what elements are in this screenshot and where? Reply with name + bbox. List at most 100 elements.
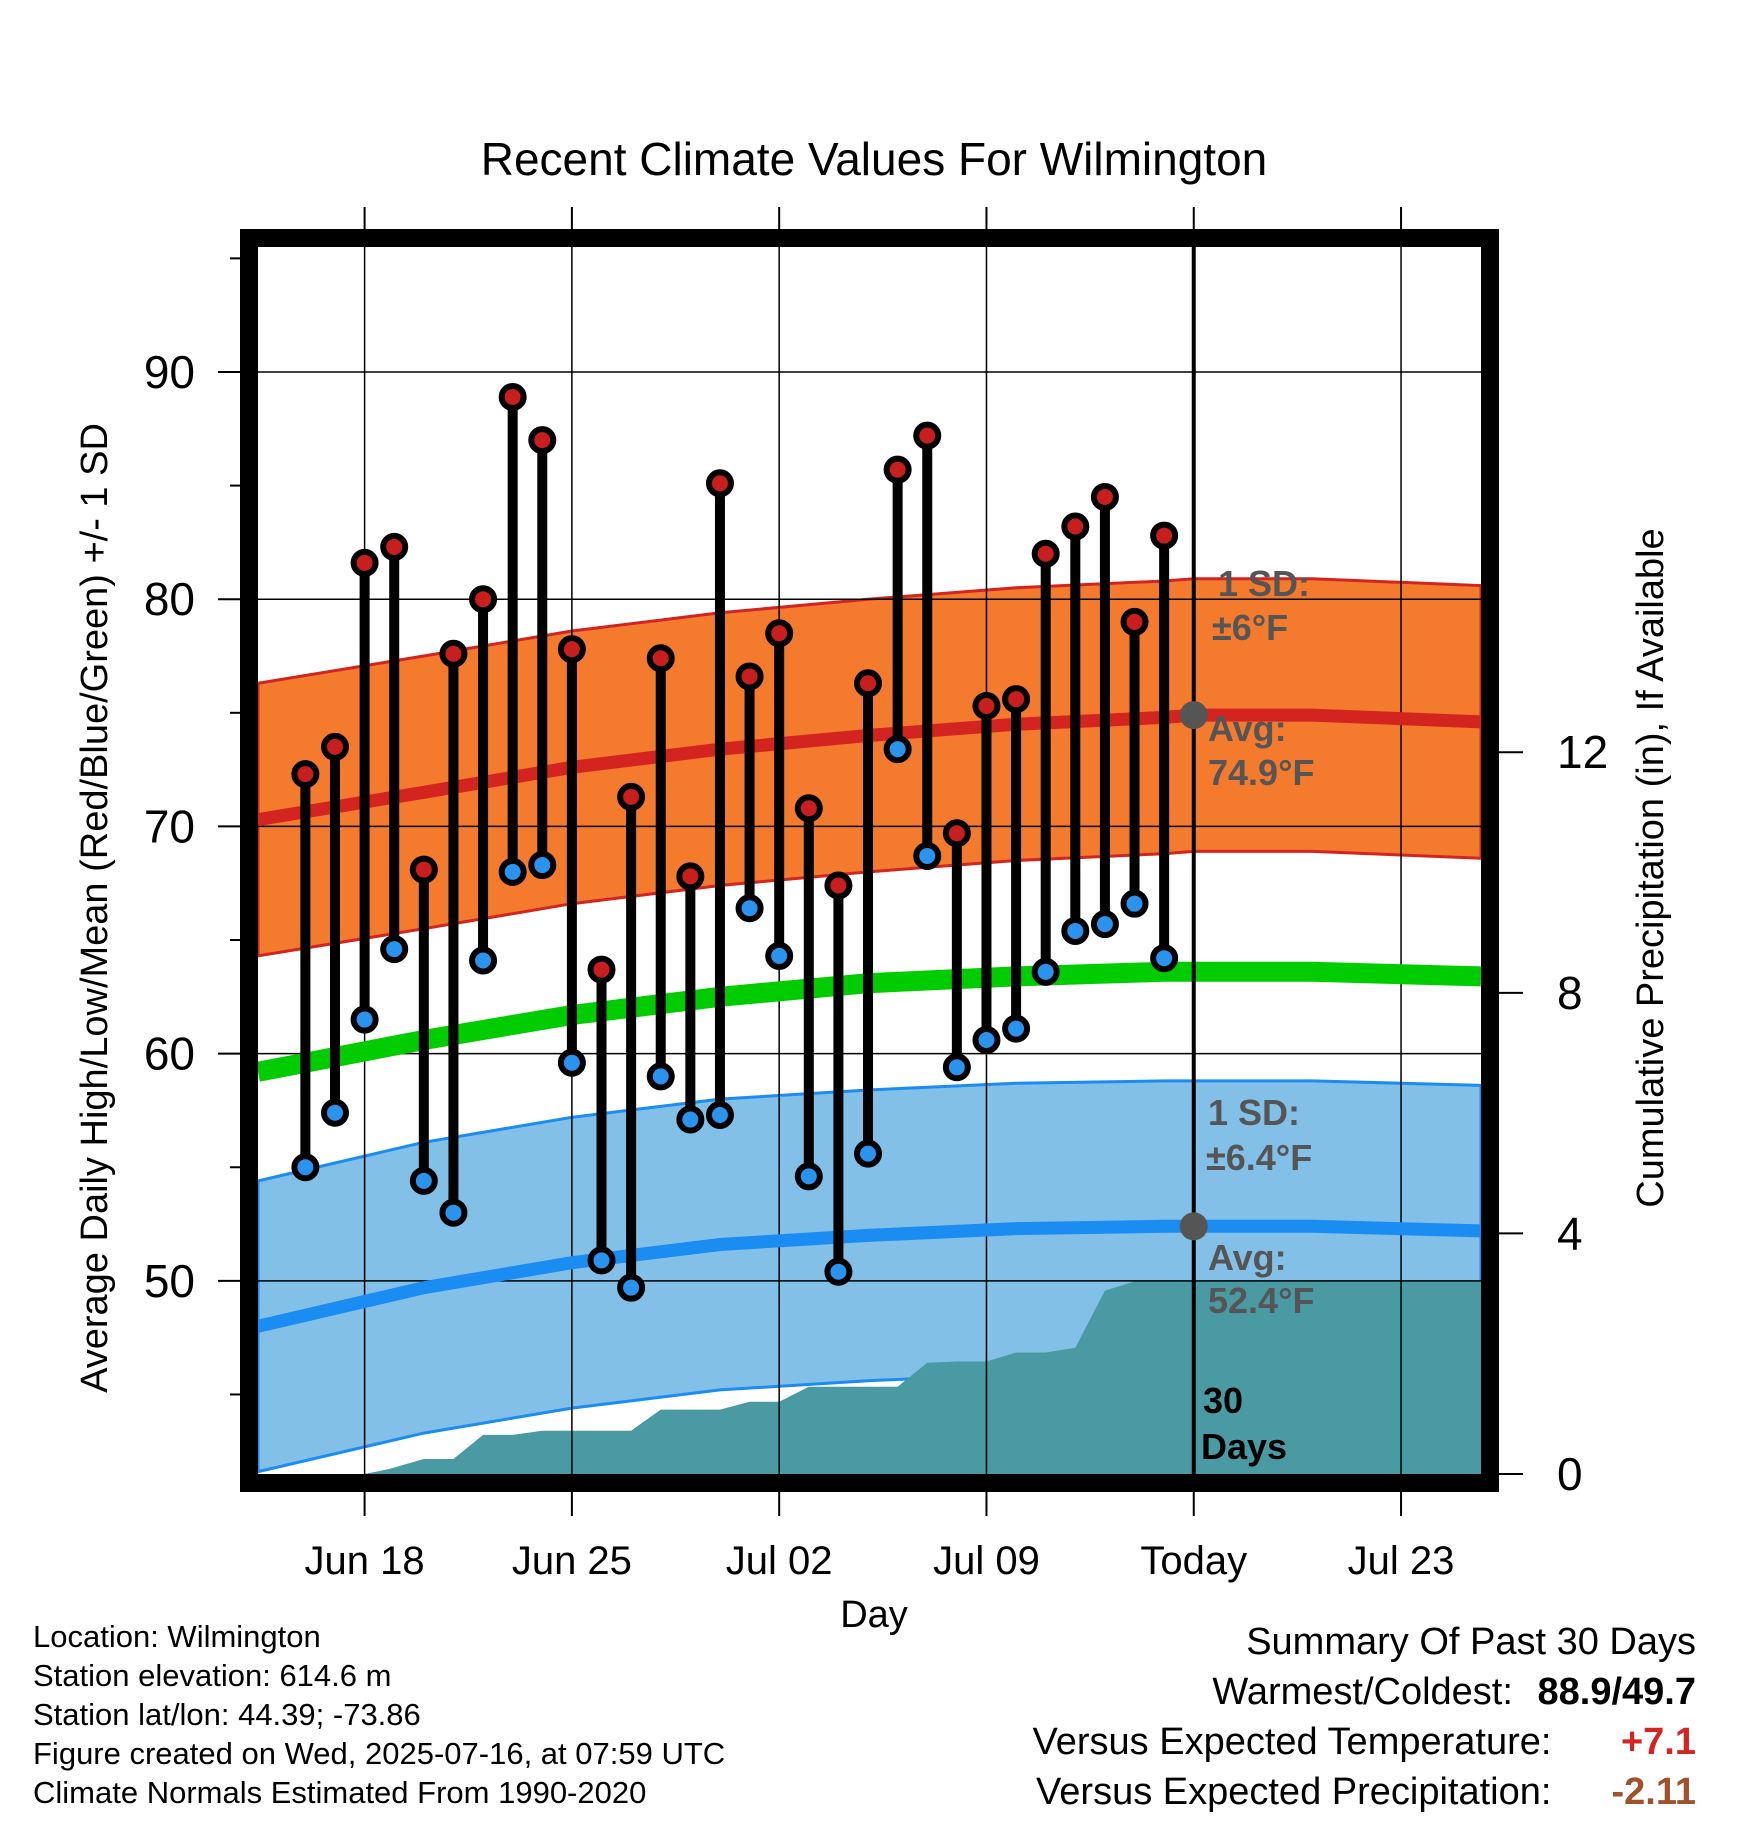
y2-tick-label: 4 <box>1557 1207 1583 1259</box>
station-info: Location: Wilmington Station elevation: … <box>33 1617 725 1812</box>
high-sd-label: 1 SD: <box>1218 563 1310 604</box>
y-tick-label: 90 <box>144 346 195 398</box>
obs-low-point <box>883 735 912 764</box>
obs-low-point <box>824 1257 853 1286</box>
x-tick-label: Jul 09 <box>933 1539 1040 1583</box>
y2-axis-label: Cumulative Precipitation (in), If Availa… <box>1630 528 1672 1207</box>
obs-high-point <box>705 469 734 498</box>
coldest-value: 49.7 <box>1622 1671 1696 1713</box>
obs-low-point <box>705 1100 734 1129</box>
obs-low-point <box>291 1153 320 1182</box>
obs-high-point <box>646 644 675 673</box>
precip-compare-label: Versus Expected Precipitation: <box>1036 1771 1552 1813</box>
obs-high-point <box>854 669 883 698</box>
obs-high-point <box>557 635 586 664</box>
obs-low-point <box>557 1048 586 1077</box>
y-tick-label: 60 <box>144 1028 195 1080</box>
x-tick-label: Jul 02 <box>726 1539 833 1583</box>
obs-high-point <box>350 548 379 577</box>
chart-title: Recent Climate Values For Wilmington <box>481 133 1268 185</box>
obs-high-point <box>1090 482 1119 511</box>
temp-compare-label: Versus Expected Temperature: <box>1032 1721 1552 1763</box>
low-avg-label: Avg: <box>1208 1237 1287 1278</box>
today-low-avg-dot <box>1179 1212 1208 1241</box>
obs-low-point <box>942 1053 971 1082</box>
low-avg-value: 52.4°F <box>1208 1280 1314 1321</box>
obs-low-point <box>528 851 557 880</box>
obs-low-point <box>1090 910 1119 939</box>
elevation-text: Station elevation: 614.6 m <box>33 1658 392 1693</box>
obs-low-point <box>498 857 527 886</box>
x-tick-label: Today <box>1140 1539 1247 1583</box>
obs-high-point <box>794 794 823 823</box>
obs-high-point <box>528 426 557 455</box>
obs-low-point <box>587 1246 616 1275</box>
y2-tick-label: 0 <box>1557 1448 1583 1500</box>
obs-low-point <box>676 1105 705 1134</box>
obs-low-point <box>1031 957 1060 986</box>
obs-low-point <box>617 1273 646 1302</box>
obs-high-point <box>617 782 646 811</box>
obs-high-point <box>498 382 527 411</box>
chart-labels: Recent Climate Values For Wilmington Day… <box>74 133 1672 1636</box>
obs-high-point <box>942 819 971 848</box>
obs-high-point <box>972 691 1001 720</box>
summary-panel: Summary Of Past 30 Days Warmest/Coldest:… <box>1033 1617 1696 1817</box>
obs-high-point <box>1002 685 1031 714</box>
obs-low-point <box>380 935 409 964</box>
high-avg-label: Avg: <box>1208 708 1287 749</box>
location-text: Location: Wilmington <box>33 1619 321 1654</box>
x-tick-label: Jul 23 <box>1348 1539 1455 1583</box>
temp-compare-row: Versus Expected Temperature: +7.1 <box>1033 1717 1696 1767</box>
obs-low-point <box>320 1098 349 1127</box>
low-normal-line <box>258 1219 1481 1333</box>
obs-low-point <box>1002 1014 1031 1043</box>
obs-high-point <box>469 585 498 614</box>
warm-cold-separator: / <box>1611 1671 1623 1713</box>
low-sd-band <box>258 1079 1481 1474</box>
low-sd-label: 1 SD: <box>1208 1092 1300 1133</box>
obs-high-point <box>291 760 320 789</box>
obs-low-point <box>1120 889 1149 918</box>
obs-low-point <box>1150 944 1179 973</box>
obs-high-point <box>439 639 468 668</box>
precip-area <box>258 1281 1481 1474</box>
obs-high-point <box>587 955 616 984</box>
y-axis-label: Average Daily High/Low/Mean (Red/Blue/Gr… <box>74 423 116 1393</box>
low-sd-value: ±6.4°F <box>1206 1137 1312 1178</box>
today-high-avg-dot <box>1179 701 1208 730</box>
obs-high-point <box>380 532 409 561</box>
obs-high-point <box>1031 539 1060 568</box>
high-sd-value: ±6°F <box>1212 607 1288 648</box>
x-tick-label: Jun 18 <box>305 1539 425 1583</box>
mean-normal-line <box>258 961 1481 1082</box>
obs-high-point <box>676 862 705 891</box>
days-count-number: 30 <box>1203 1380 1243 1421</box>
obs-high-point <box>824 871 853 900</box>
precip-compare-value: -2.11 <box>1611 1771 1696 1813</box>
warm-cold-value: 88.9/49.7 <box>1538 1667 1697 1717</box>
x-tick-label: Jun 25 <box>512 1539 632 1583</box>
x-axis-label: Day <box>840 1594 908 1636</box>
obs-high-point <box>409 855 438 884</box>
days-count-word: Days <box>1201 1426 1287 1467</box>
obs-low-point <box>972 1026 1001 1055</box>
obs-low-point <box>469 946 498 975</box>
obs-high-point <box>735 662 764 691</box>
created-text: Figure created on Wed, 2025-07-16, at 07… <box>33 1736 726 1771</box>
obs-low-point <box>854 1139 883 1168</box>
temp-compare-value: +7.1 <box>1620 1721 1696 1763</box>
obs-high-point <box>765 619 794 648</box>
latlon-text: Station lat/lon: 44.39; -73.86 <box>33 1697 421 1732</box>
obs-high-point <box>320 732 349 761</box>
obs-low-point <box>439 1198 468 1227</box>
axes <box>218 207 1523 1516</box>
obs-high-point <box>1061 512 1090 541</box>
y-tick-label: 80 <box>144 573 195 625</box>
y2-tick-label: 8 <box>1557 967 1583 1019</box>
obs-high-point <box>1150 521 1179 550</box>
high-avg-value: 74.9°F <box>1208 752 1314 793</box>
obs-high-point <box>883 455 912 484</box>
warm-cold-label: Warmest/Coldest: <box>1212 1671 1513 1713</box>
